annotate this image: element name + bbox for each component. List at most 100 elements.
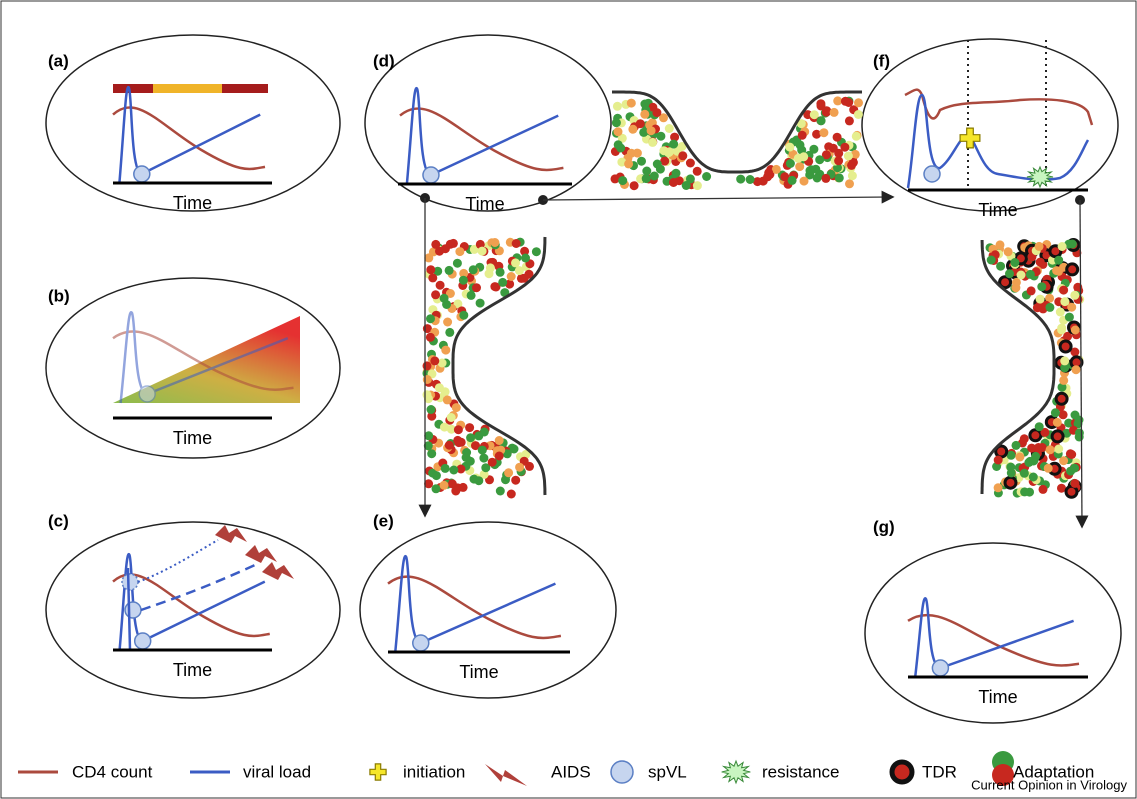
legend-aids [485, 764, 527, 786]
panel-label: (a) [48, 51, 69, 70]
adaptation-dot [845, 116, 854, 125]
adaptation-dot [474, 431, 483, 440]
adaptation-dot [474, 476, 483, 485]
adaptation-dot [459, 311, 468, 320]
adaptation-dot [693, 167, 702, 176]
adaptation-dot [1070, 479, 1079, 488]
adaptation-dot [432, 471, 441, 480]
phase-bar [222, 84, 268, 93]
adaptation-dot [1026, 270, 1035, 279]
adaptation-dot [511, 476, 520, 485]
adaptation-dot [821, 174, 830, 183]
adaptation-dot [472, 283, 481, 292]
adaptation-dot [672, 169, 681, 178]
adaptation-dot [736, 175, 745, 184]
adaptation-dot [795, 162, 804, 171]
adaptation-dot [1070, 291, 1079, 300]
adaptation-dot [618, 176, 627, 185]
adaptation-dot [515, 463, 524, 472]
footer: Current Opinion in Virology [971, 777, 1127, 792]
adaptation-dot [453, 436, 462, 445]
spvl-alt [122, 574, 138, 590]
adaptation-dot [1071, 326, 1080, 335]
adaptation-dot [669, 178, 678, 187]
adaptation-dot [612, 118, 621, 127]
adaptation-dot [449, 239, 458, 248]
adaptation-dot [496, 487, 505, 496]
adaptation-dot [1072, 365, 1081, 374]
adaptation-dot [1036, 258, 1045, 267]
adaptation-dot [1052, 266, 1061, 275]
adaptation-dot [1012, 441, 1021, 450]
adaptation-dot [630, 181, 639, 190]
adaptation-dot [465, 423, 474, 432]
adaptation-dot [637, 157, 646, 166]
legend-label: resistance [762, 762, 839, 781]
panel-label: (c) [48, 511, 69, 530]
tdr-dot [1060, 341, 1071, 352]
adaptation-dot [1067, 450, 1076, 459]
adaptation-dot [1027, 286, 1036, 295]
adaptation-dot [435, 247, 444, 256]
legend-label: TDR [922, 762, 957, 781]
adaptation-dot [835, 173, 844, 182]
adaptation-dot [833, 133, 842, 142]
adaptation-dot [785, 143, 794, 152]
adaptation-dot [627, 149, 636, 158]
adaptation-dot [495, 436, 504, 445]
axis-label: Time [173, 660, 212, 680]
adaptation-dot [624, 159, 633, 168]
adaptation-dot [648, 138, 657, 147]
adaptation-dot [628, 125, 637, 134]
adaptation-dot [466, 433, 475, 442]
aids-bolt [262, 562, 294, 580]
legend-label: viral load [243, 762, 311, 781]
panel-label: (d) [373, 51, 395, 70]
spvl [932, 660, 948, 676]
adaptation-dot [423, 375, 432, 384]
adaptation-dot [1026, 457, 1035, 466]
adaptation-dot [665, 124, 674, 133]
adaptation-dot [702, 172, 711, 181]
tdr-dot [1030, 430, 1041, 441]
adaptation-dot [834, 156, 843, 165]
adaptation-dot [441, 346, 450, 355]
adaptation-dot [1051, 408, 1060, 417]
adaptation-dot [682, 181, 691, 190]
adaptation-dot [455, 247, 464, 256]
adaptation-dot [1011, 283, 1020, 292]
adaptation-dot [763, 172, 772, 181]
adaptation-dot [642, 174, 651, 183]
curves [908, 598, 1079, 677]
adaptation-dot [845, 179, 854, 188]
cd4-curve [905, 90, 1092, 125]
adaptation-dot [798, 131, 807, 140]
adaptation-dot [1020, 469, 1029, 478]
adaptation-dot [427, 405, 436, 414]
adaptation-dot [1033, 303, 1042, 312]
panel-ellipse [46, 35, 340, 211]
axis-label: Time [978, 687, 1017, 707]
adaptation-dot [512, 239, 521, 248]
axis-label: Time [465, 194, 504, 214]
adaptation-dot [1060, 356, 1069, 365]
adaptation-dot [807, 165, 816, 174]
adaptation-dot [432, 484, 441, 493]
adaptation-dot [994, 483, 1003, 492]
adaptation-dot [1056, 308, 1065, 317]
adaptation-dot [426, 333, 435, 342]
arrow [543, 197, 892, 200]
panel-label: (b) [48, 286, 70, 305]
adaptation-dot [746, 175, 755, 184]
adaptation-dot [813, 174, 822, 183]
adaptation-dot [987, 256, 996, 265]
adaptation-dot [504, 468, 513, 477]
adaptation-dot [1054, 445, 1063, 454]
adaptation-dot [994, 456, 1003, 465]
adaptation-dot [498, 278, 507, 287]
adaptation-dot [613, 102, 622, 111]
viral-load-alt [141, 565, 255, 610]
aids-bolt [245, 545, 277, 563]
legend-label: initiation [403, 762, 465, 781]
adaptation-dot [443, 318, 452, 327]
